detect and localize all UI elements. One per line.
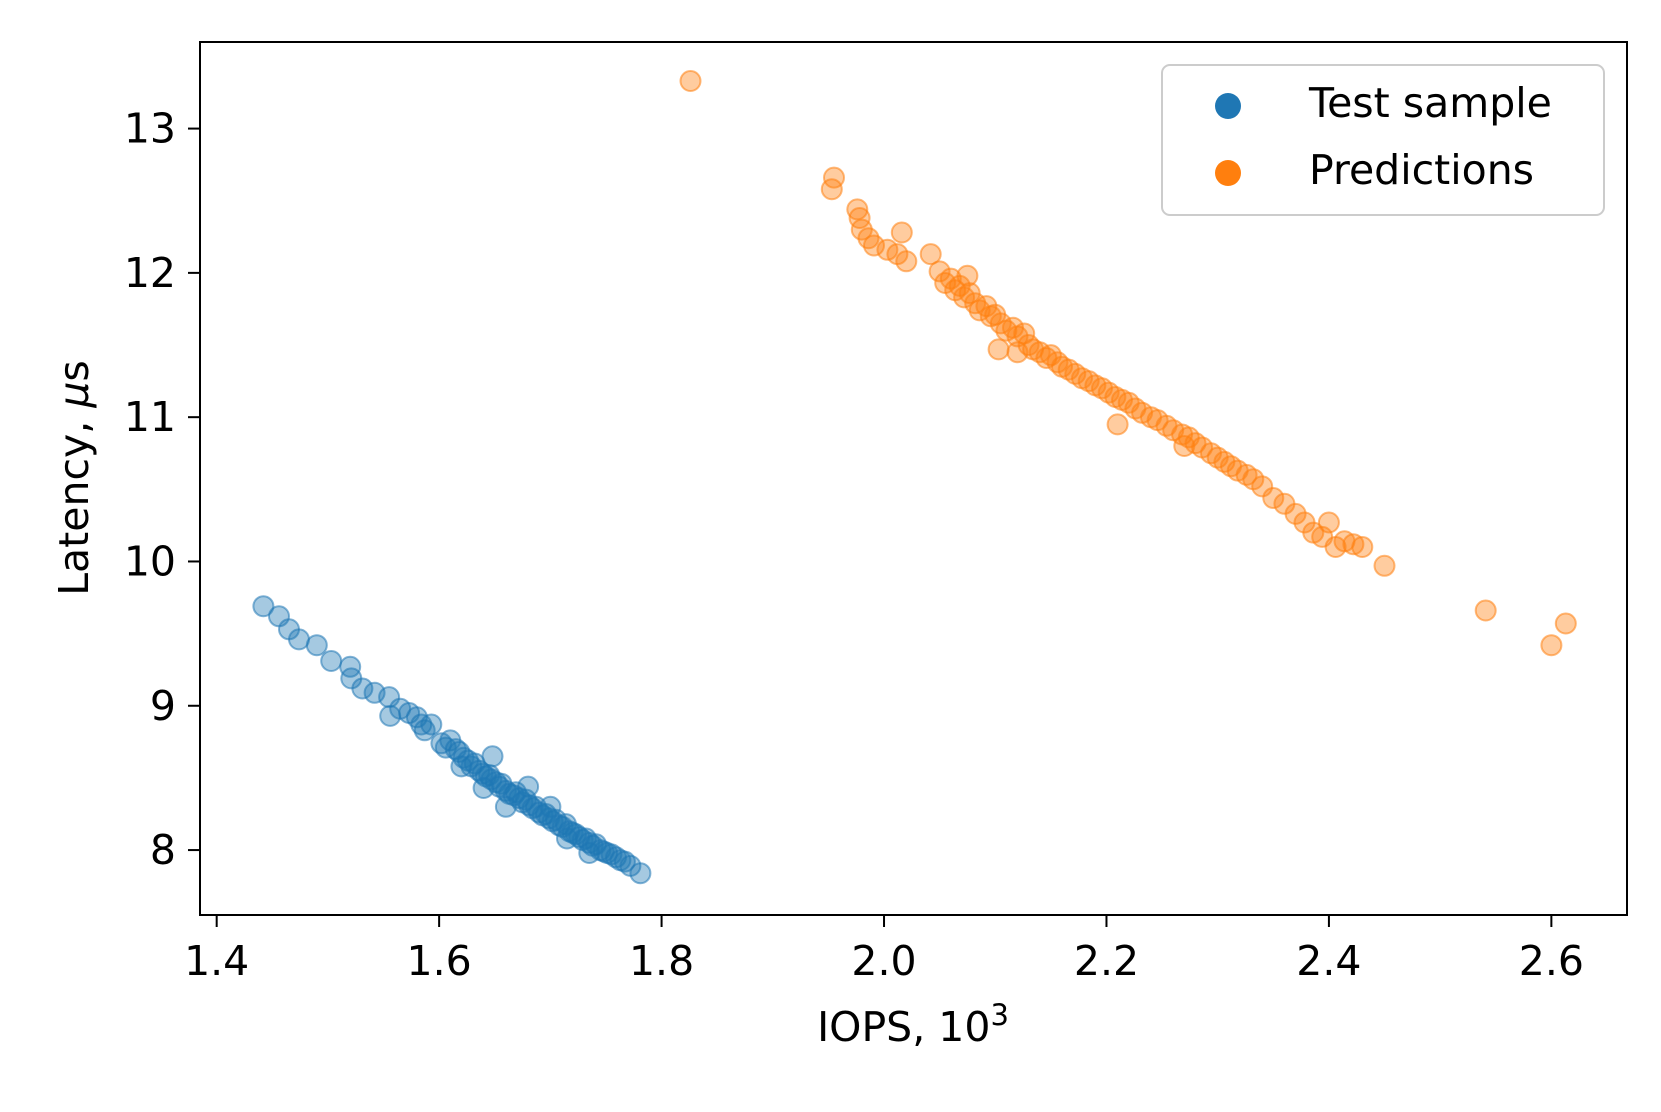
x-axis-label-main: IOPS, 10 [817,1003,990,1051]
x-tick-label: 2.6 [1519,937,1584,985]
y-axis-label: Latency, μs [50,360,98,596]
legend-marker-test-sample [1215,93,1241,119]
data-point [928,260,951,283]
x-tick-label: 1.6 [407,937,472,985]
data-point [472,777,495,799]
data-point [1106,413,1129,436]
data-point [890,221,913,244]
series-layer [252,70,1577,885]
legend-marker-predictions [1215,160,1241,186]
y-tick-label: 10 [124,537,176,585]
data-point [252,595,275,618]
data-point [895,250,918,273]
data-point [863,234,885,257]
data-point [1284,502,1307,525]
data-point [1006,341,1029,364]
legend-label-test-sample: Test sample [1308,79,1552,127]
legend-box [1161,64,1605,216]
legend-label-predictions: Predictions [1309,146,1534,194]
data-point [556,827,578,850]
y-tick-label: 9 [150,682,176,730]
data-point [1251,475,1274,498]
data-point [1554,612,1577,635]
data-point [517,775,540,798]
data-point [1173,435,1196,457]
data-point [420,713,443,736]
data-point [1317,511,1340,534]
x-tick-label: 1.8 [629,937,694,985]
x-axis-label-exponent: 3 [990,998,1008,1032]
x-tick-label: 2.0 [851,937,916,985]
data-point [846,198,869,221]
axes-frame [199,41,1628,916]
data-point [958,282,981,305]
data-point [305,634,328,657]
y-tick-label: 11 [124,393,176,441]
y-axis-label-main: Latency, [50,408,98,596]
data-point [339,655,362,678]
data-point [1474,599,1497,622]
data-point [679,70,702,92]
data-point [481,745,504,768]
x-axis-ticks: 1.4 1.6 1.8 2.0 2.2 2.4 2.6 [184,915,1584,985]
x-tick-label: 2.4 [1296,937,1361,985]
series-predictions [679,70,1577,657]
y-axis-ticks: 8 9 10 11 12 13 [124,105,200,874]
data-point [820,178,843,201]
data-point [1262,487,1285,509]
data-point [629,862,652,885]
data-point [1351,536,1374,558]
data-point [351,677,374,700]
data-point [450,755,473,778]
x-tick-label: 1.4 [184,937,249,985]
data-point [956,264,979,287]
data-point [919,243,942,266]
data-point [494,795,517,818]
series-test-sample [252,595,652,885]
legend: Test sample Predictions [1161,64,1605,216]
x-tick-label: 2.2 [1074,937,1139,985]
data-point [578,842,601,864]
data-point [1540,634,1563,657]
y-axis-label-mu: μ [50,382,98,409]
y-axis-label-unit: s [50,360,98,381]
y-tick-label: 12 [124,249,176,297]
y-tick-label: 13 [124,105,176,153]
data-point [987,338,1010,361]
data-point [539,795,562,818]
data-point [1373,554,1396,577]
x-axis-label: IOPS, 103 [817,998,1009,1051]
data-point [320,650,343,672]
data-point [378,686,401,709]
y-tick-label: 8 [150,826,176,874]
